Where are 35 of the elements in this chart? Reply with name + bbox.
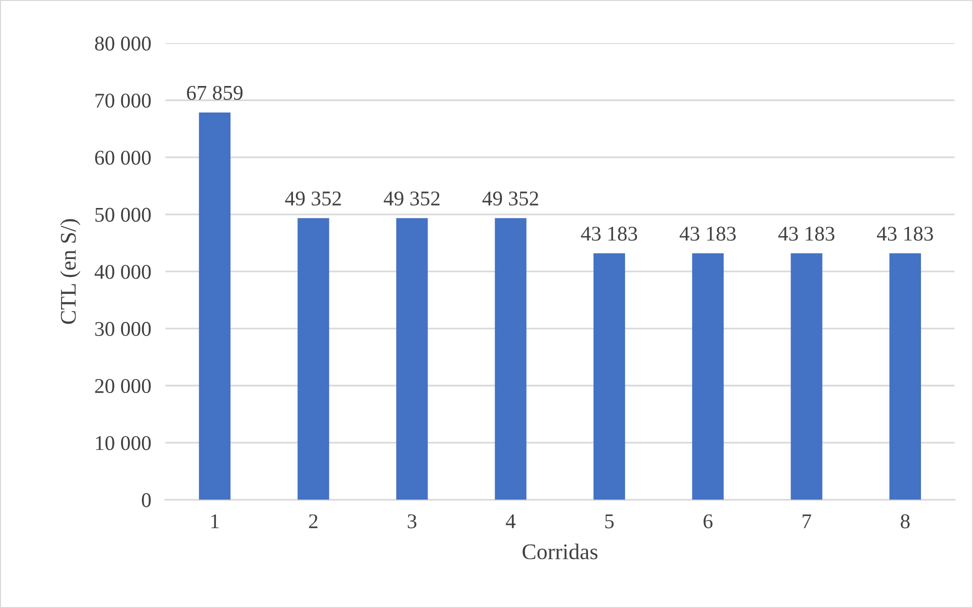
x-tick-label: 8 — [900, 514, 910, 528]
y-tick-label: 30 000 — [95, 322, 151, 336]
data-label: 49 352 — [482, 192, 538, 206]
data-label: 49 352 — [384, 192, 440, 206]
x-tick-label: 5 — [605, 514, 614, 528]
x-tick-label: 3 — [408, 514, 416, 528]
data-label: 67 859 — [186, 86, 243, 100]
data-label: 43 183 — [581, 226, 638, 241]
x-tick-label: 7 — [802, 514, 812, 528]
bar — [396, 218, 428, 500]
bar — [889, 253, 921, 500]
bar — [692, 253, 724, 500]
y-tick-label: 10 000 — [96, 436, 151, 450]
bar — [494, 218, 526, 500]
data-label: 49 352 — [285, 192, 341, 206]
bar — [198, 112, 231, 500]
y-tick-label: 20 000 — [95, 379, 151, 394]
x-tick-label: 6 — [704, 514, 713, 528]
y-tick-label: 60 000 — [95, 150, 151, 165]
x-tick-label: 1 — [211, 514, 219, 528]
x-axis-title: Corridas — [522, 544, 598, 560]
y-tick-label: 40 000 — [94, 264, 151, 279]
y-tick-label: 70 000 — [96, 94, 151, 108]
x-tick-label: 4 — [506, 514, 516, 528]
bar — [298, 218, 330, 500]
y-tick-label: 0 — [142, 493, 151, 508]
data-label: 43 183 — [876, 226, 934, 241]
bar — [594, 253, 626, 500]
data-label: 43 183 — [680, 226, 736, 241]
y-tick-label: 80 000 — [95, 36, 151, 51]
y-tick-label: 50 000 — [95, 208, 151, 222]
x-tick-label: 2 — [309, 514, 318, 528]
y-axis-title: CTL (en S/) — [60, 219, 80, 324]
bar — [790, 253, 822, 500]
data-label: 43 183 — [778, 226, 834, 241]
